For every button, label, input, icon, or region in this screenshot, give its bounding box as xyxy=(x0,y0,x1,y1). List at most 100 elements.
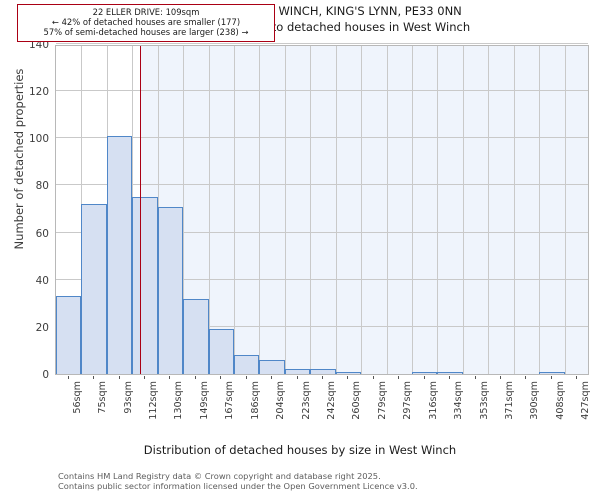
y-tick-label-40: 40 xyxy=(35,274,49,287)
x-tick-label-279sqm: 279sqm xyxy=(376,381,388,420)
x-tick-label-223sqm: 223sqm xyxy=(300,381,312,420)
x-tick-label-427sqm: 427sqm xyxy=(580,381,592,420)
shaded-region xyxy=(139,46,588,374)
y-tick-label-80: 80 xyxy=(35,180,49,193)
x-tick-label-204sqm: 204sqm xyxy=(275,381,287,420)
gridline-x-5 xyxy=(183,46,185,374)
x-tick-mark-390sqm xyxy=(525,376,527,379)
x-tick-mark-93sqm xyxy=(118,376,120,379)
x-tick-mark-334sqm xyxy=(449,376,451,379)
x-tick-label-408sqm: 408sqm xyxy=(554,381,566,420)
y-tick-label-0: 0 xyxy=(42,369,49,381)
y-tick-label-60: 60 xyxy=(35,227,49,240)
x-tick-label-353sqm: 353sqm xyxy=(478,381,490,420)
gridline-x-19 xyxy=(539,46,541,374)
bar-75sqm xyxy=(81,204,107,374)
callout-line-smaller: ← 42% of detached houses are smaller (17… xyxy=(51,17,241,28)
bar-316sqm xyxy=(412,371,438,374)
gridline-x-6 xyxy=(208,46,210,374)
x-tick-label-390sqm: 390sqm xyxy=(529,381,541,420)
x-tick-label-297sqm: 297sqm xyxy=(402,381,414,420)
gridline-x-12 xyxy=(361,46,363,374)
x-tick-mark-408sqm xyxy=(550,376,552,379)
gridline-x-7 xyxy=(234,46,235,374)
gridline-x-11 xyxy=(335,46,337,374)
x-tick-label-334sqm: 334sqm xyxy=(453,381,465,420)
gridline-x-9 xyxy=(284,46,286,374)
bar-167sqm xyxy=(208,329,234,374)
x-tick-mark-242sqm xyxy=(322,376,323,379)
y-tick-label-120: 120 xyxy=(28,86,49,99)
gridline-y-20 xyxy=(56,325,588,327)
bar-56sqm xyxy=(56,296,82,374)
x-tick-label-75sqm: 75sqm xyxy=(97,381,109,414)
bar-242sqm xyxy=(310,369,336,374)
x-tick-mark-204sqm xyxy=(271,376,273,379)
x-tick-mark-316sqm xyxy=(423,376,425,379)
bar-223sqm xyxy=(284,369,311,374)
x-tick-mark-167sqm xyxy=(220,376,222,379)
x-tick-mark-279sqm xyxy=(372,376,374,379)
gridline-x-8 xyxy=(259,46,261,374)
x-tick-label-242sqm: 242sqm xyxy=(326,381,337,420)
gridline-y-80 xyxy=(56,184,588,186)
gridline-y-140 xyxy=(56,43,588,44)
x-tick-mark-56sqm xyxy=(67,376,69,379)
x-tick-label-56sqm: 56sqm xyxy=(71,381,83,414)
bar-149sqm xyxy=(183,298,209,374)
gridline-x-10 xyxy=(310,46,312,374)
property-marker-line xyxy=(139,46,142,374)
x-tick-label-316sqm: 316sqm xyxy=(427,381,439,420)
x-tick-mark-149sqm xyxy=(194,376,196,379)
x-tick-label-371sqm: 371sqm xyxy=(504,381,515,420)
x-tick-mark-371sqm xyxy=(500,376,501,379)
bar-204sqm xyxy=(259,359,285,374)
callout-line-larger: 57% of semi-detached houses are larger (… xyxy=(43,27,249,38)
gridline-x-15 xyxy=(437,46,439,374)
x-tick-label-130sqm: 130sqm xyxy=(173,381,185,420)
y-tick-label-140: 140 xyxy=(28,39,49,51)
callout-line-property: 22 ELLER DRIVE: 109sqm xyxy=(92,7,200,17)
x-tick-mark-112sqm xyxy=(144,376,145,379)
gridline-x-20 xyxy=(564,46,566,374)
bar-130sqm xyxy=(157,206,184,374)
bar-334sqm xyxy=(437,371,463,374)
footer-line-1: Contains HM Land Registry data © Crown c… xyxy=(58,471,381,481)
x-tick-label-186sqm: 186sqm xyxy=(249,381,261,420)
x-tick-mark-297sqm xyxy=(398,376,400,379)
x-tick-mark-260sqm xyxy=(347,376,349,379)
bar-186sqm xyxy=(234,355,260,374)
footer-line-2: Contains public sector information licen… xyxy=(58,481,418,492)
gridline-x-18 xyxy=(513,46,515,374)
gridline-y-120 xyxy=(56,90,588,92)
gridline-x-14 xyxy=(412,46,413,374)
x-axis-label: Distribution of detached houses by size … xyxy=(143,443,457,457)
x-tick-mark-427sqm xyxy=(576,376,578,379)
bar-112sqm xyxy=(132,197,158,374)
x-tick-label-167sqm: 167sqm xyxy=(224,381,236,420)
bar-93sqm xyxy=(106,135,133,374)
gridline-x-13 xyxy=(386,46,388,374)
bar-260sqm xyxy=(335,371,362,374)
annotation-callout: 22 ELLER DRIVE: 109sqm ← 42% of detached… xyxy=(17,4,275,42)
y-tick-label-20: 20 xyxy=(35,321,49,334)
x-tick-mark-75sqm xyxy=(93,376,95,379)
y-axis-label: Number of detached properties xyxy=(12,68,26,250)
gridline-y-60 xyxy=(56,231,588,233)
x-tick-label-112sqm: 112sqm xyxy=(148,381,159,420)
bar-408sqm xyxy=(539,371,565,374)
gridline-y-100 xyxy=(56,137,588,139)
x-tick-mark-130sqm xyxy=(169,376,171,379)
attribution-footer: Contains HM Land Registry data © Crown c… xyxy=(58,471,418,491)
x-axis-ticks: 56sqm 75sqm 93sqm 112sqm 130sqm 149sqm 167sqm 1… xyxy=(55,376,592,436)
x-tick-mark-186sqm xyxy=(245,376,247,379)
plot-area xyxy=(55,43,589,375)
y-axis-ticks: 0 20 40 60 80 100 120 140 xyxy=(0,39,49,381)
gridline-x-16 xyxy=(462,46,464,374)
y-tick-label-100: 100 xyxy=(28,133,49,146)
x-tick-label-93sqm: 93sqm xyxy=(122,381,134,414)
x-tick-label-149sqm: 149sqm xyxy=(198,381,210,420)
x-tick-mark-223sqm xyxy=(296,376,298,379)
x-tick-label-260sqm: 260sqm xyxy=(351,381,363,420)
